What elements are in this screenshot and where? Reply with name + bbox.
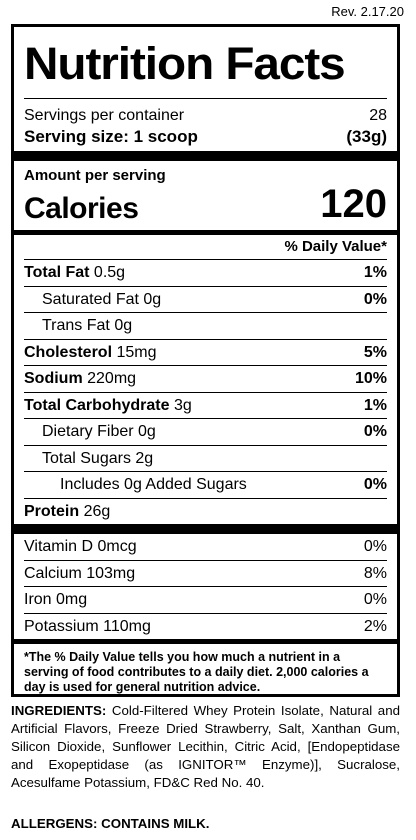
vitamin-row: Vitamin D 0mcg 0% [24,534,387,560]
vitamin-name: Vitamin D 0mcg [24,538,137,555]
vitamin-row: Potassium 110mg 2% [24,612,387,640]
nutrient-row: Total Fat 0.5g 1% [24,259,387,286]
ingredients-paragraph: INGREDIENTS: Cold-Filtered Whey Protein … [11,702,400,792]
nutrient-name: Includes 0g Added Sugars [60,476,247,493]
servings-per-container-value: 28 [369,107,387,124]
thick-divider [14,151,397,161]
vitamin-name: Iron 0mg [24,591,88,608]
nutrient-row: Cholesterol 15mg 5% [24,338,387,366]
vitamin-name: Calcium 103mg [24,564,136,582]
nutrient-bold-name: Total Carbohydrate [24,396,170,414]
serving-size-value: (33g) [346,127,387,146]
nutrient-name: Dietary Fiber 0g [42,423,156,440]
footnote: *The % Daily Value tells you how much a … [14,639,397,695]
nutrient-daily-value: 1% [363,396,387,414]
nutrient-name: Total Sugars 2g [42,449,154,467]
vitamin-daily-value: 0% [363,538,387,555]
nutrient-bold-name: Protein [24,502,80,520]
nutrient-row: Total Sugars 2g [24,444,387,472]
daily-value-header: % Daily Value* [284,238,387,255]
nutrient-list: Total Fat 0.5g 1% Saturated Fat 0g 0% Trans … [24,259,387,524]
nutrient-amount: 220mg [82,370,137,387]
nutrient-name: Protein 26g [24,499,110,525]
vitamin-daily-value: 8% [363,564,387,582]
nutrient-name: Saturated Fat 0g [42,290,162,308]
nutrient-daily-value: 10% [354,370,387,387]
nutrient-amount: 26g [79,502,111,520]
ingredients-text: Cold-Filtered Whey Protein Isolate, Natu… [11,703,400,790]
revision-label: Rev. 2.17.20 [331,4,404,19]
medium-divider [14,230,397,235]
nutrient-name: Cholesterol 15mg [24,340,156,366]
nutrient-name: Total Carbohydrate 3g [24,393,192,419]
nutrient-row: Sodium 220mg 10% [24,365,387,392]
nutrient-name: Sodium 220mg [24,366,136,392]
serving-size-label: Serving size: 1 scoop [24,127,198,146]
panel-title: Nutrition Facts [24,38,346,89]
nutrient-bold-name: Sodium [24,370,83,387]
vitamin-name: Potassium 110mg [24,617,151,635]
nutrient-row: Protein 26g [24,497,387,525]
nutrient-row: Saturated Fat 0g 0% [24,285,387,313]
nutrient-amount: 15mg [112,343,157,361]
amount-per-serving-label: Amount per serving [24,167,166,184]
vitamin-row: Calcium 103mg 8% [24,559,387,587]
servings-per-container-row: Servings per container 28 [24,105,387,126]
nutrient-daily-value: 0% [363,290,387,308]
nutrient-bold-name: Total Fat [24,264,90,281]
nutrient-row: Dietary Fiber 0g 0% [24,418,387,445]
nutrient-name: Trans Fat 0g [42,317,133,334]
nutrient-amount: 3g [169,396,192,414]
nutrient-row: Total Carbohydrate 3g 1% [24,391,387,419]
nutrient-daily-value: 0% [363,476,387,493]
nutrient-row: Includes 0g Added Sugars 0% [24,471,387,498]
serving-size-row: Serving size: 1 scoop (33g) [24,126,387,147]
nutrient-row: Trans Fat 0g [24,312,387,339]
nutrient-name: Total Fat 0.5g [24,260,125,286]
vitamin-daily-value: 2% [363,617,387,635]
calories-label: Calories [24,192,139,225]
nutrient-bold-name: Cholesterol [24,343,113,361]
nutrient-amount: 0.5g [89,264,126,281]
calories-row: Calories 120 [24,184,387,224]
nutrient-daily-value: 0% [363,423,387,440]
calories-value: 120 [320,182,387,226]
nutrient-daily-value: 1% [363,264,387,281]
vitamin-daily-value: 0% [363,591,387,608]
nutrient-daily-value: 5% [363,343,387,361]
vitamin-row: Iron 0mg 0% [24,586,387,613]
nutrition-facts-panel: Nutrition Facts Servings per container 2… [11,24,400,697]
vitamin-list: Vitamin D 0mcg 0% Calcium 103mg 8% Iron 0mg 0… [24,534,387,639]
thick-divider [14,524,397,534]
ingredients-label: INGREDIENTS: [11,703,107,718]
servings-section: Servings per container 28 Serving size: … [24,98,387,147]
allergens-statement: ALLERGENS: CONTAINS MILK. [11,816,210,831]
servings-per-container-label: Servings per container [24,107,185,124]
